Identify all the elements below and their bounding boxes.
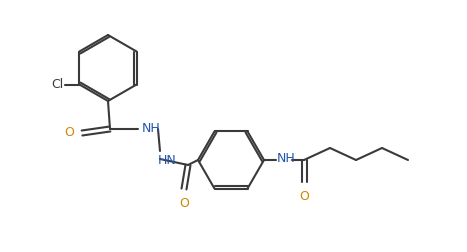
Text: HN: HN <box>158 154 177 168</box>
Text: NH: NH <box>277 152 296 166</box>
Text: NH: NH <box>142 121 161 135</box>
Text: O: O <box>179 197 189 210</box>
Text: Cl: Cl <box>51 78 64 91</box>
Text: O: O <box>64 127 74 140</box>
Text: O: O <box>299 190 309 203</box>
